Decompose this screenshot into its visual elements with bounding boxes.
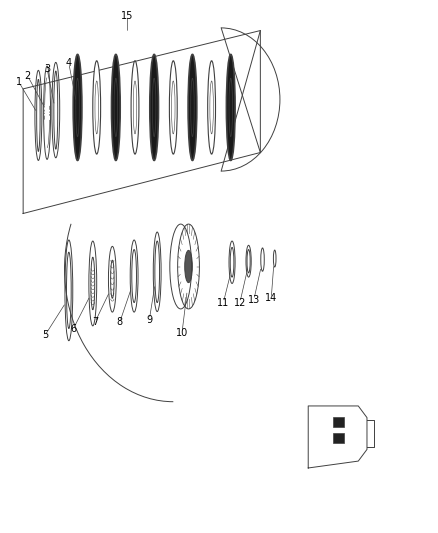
Text: 5: 5: [42, 330, 48, 341]
Ellipse shape: [152, 78, 156, 136]
Text: 4: 4: [66, 59, 72, 68]
Text: 13: 13: [248, 295, 260, 305]
Ellipse shape: [150, 54, 159, 160]
Ellipse shape: [170, 61, 177, 154]
Ellipse shape: [93, 61, 101, 154]
Text: 6: 6: [70, 324, 76, 334]
Text: 11: 11: [217, 297, 230, 308]
Ellipse shape: [133, 81, 137, 134]
Ellipse shape: [185, 251, 192, 282]
Ellipse shape: [191, 78, 194, 136]
Text: 10: 10: [176, 328, 188, 338]
Text: 9: 9: [146, 314, 152, 325]
Ellipse shape: [210, 81, 213, 134]
Ellipse shape: [229, 78, 233, 136]
Ellipse shape: [188, 54, 197, 160]
Text: 2: 2: [25, 70, 31, 80]
Ellipse shape: [172, 81, 175, 134]
Ellipse shape: [131, 61, 139, 154]
Text: 8: 8: [117, 317, 123, 327]
Text: 14: 14: [265, 293, 277, 303]
Ellipse shape: [114, 78, 117, 136]
Text: 3: 3: [44, 64, 50, 74]
Text: 15: 15: [121, 11, 134, 21]
Ellipse shape: [73, 54, 82, 160]
Ellipse shape: [95, 81, 99, 134]
Ellipse shape: [112, 54, 120, 160]
Ellipse shape: [208, 61, 215, 154]
Bar: [333, 417, 344, 426]
Text: 1: 1: [16, 77, 22, 87]
Ellipse shape: [76, 78, 79, 136]
Ellipse shape: [226, 54, 235, 160]
Text: 12: 12: [234, 297, 246, 308]
Text: 7: 7: [92, 317, 98, 327]
Bar: [333, 433, 344, 442]
